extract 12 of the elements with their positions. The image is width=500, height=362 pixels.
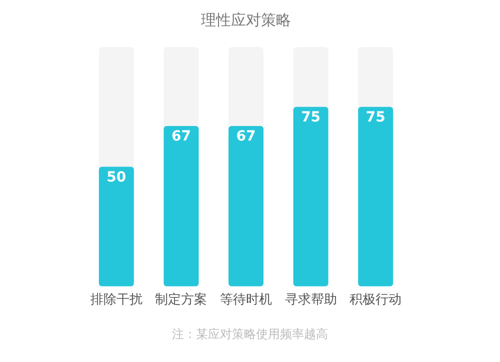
data-label: 67 — [171, 128, 191, 145]
data-label: 75 — [366, 109, 386, 126]
text: 注：某应对策略使用频率越高 — [171, 326, 329, 343]
data-label: 50 — [106, 169, 126, 186]
data-label: 67 — [236, 128, 256, 145]
x-tick-label: 排除干扰 — [90, 292, 142, 308]
x-tick-label: 制定方案 — [155, 292, 208, 308]
x-tick-label: 积极行动 — [350, 292, 402, 308]
x-tick-label: 等待时机 — [220, 292, 272, 308]
data-label: 75 — [301, 109, 321, 126]
x-tick-label: 寻求帮助 — [284, 292, 337, 308]
chart-title: 理性应对策略 — [201, 10, 291, 29]
